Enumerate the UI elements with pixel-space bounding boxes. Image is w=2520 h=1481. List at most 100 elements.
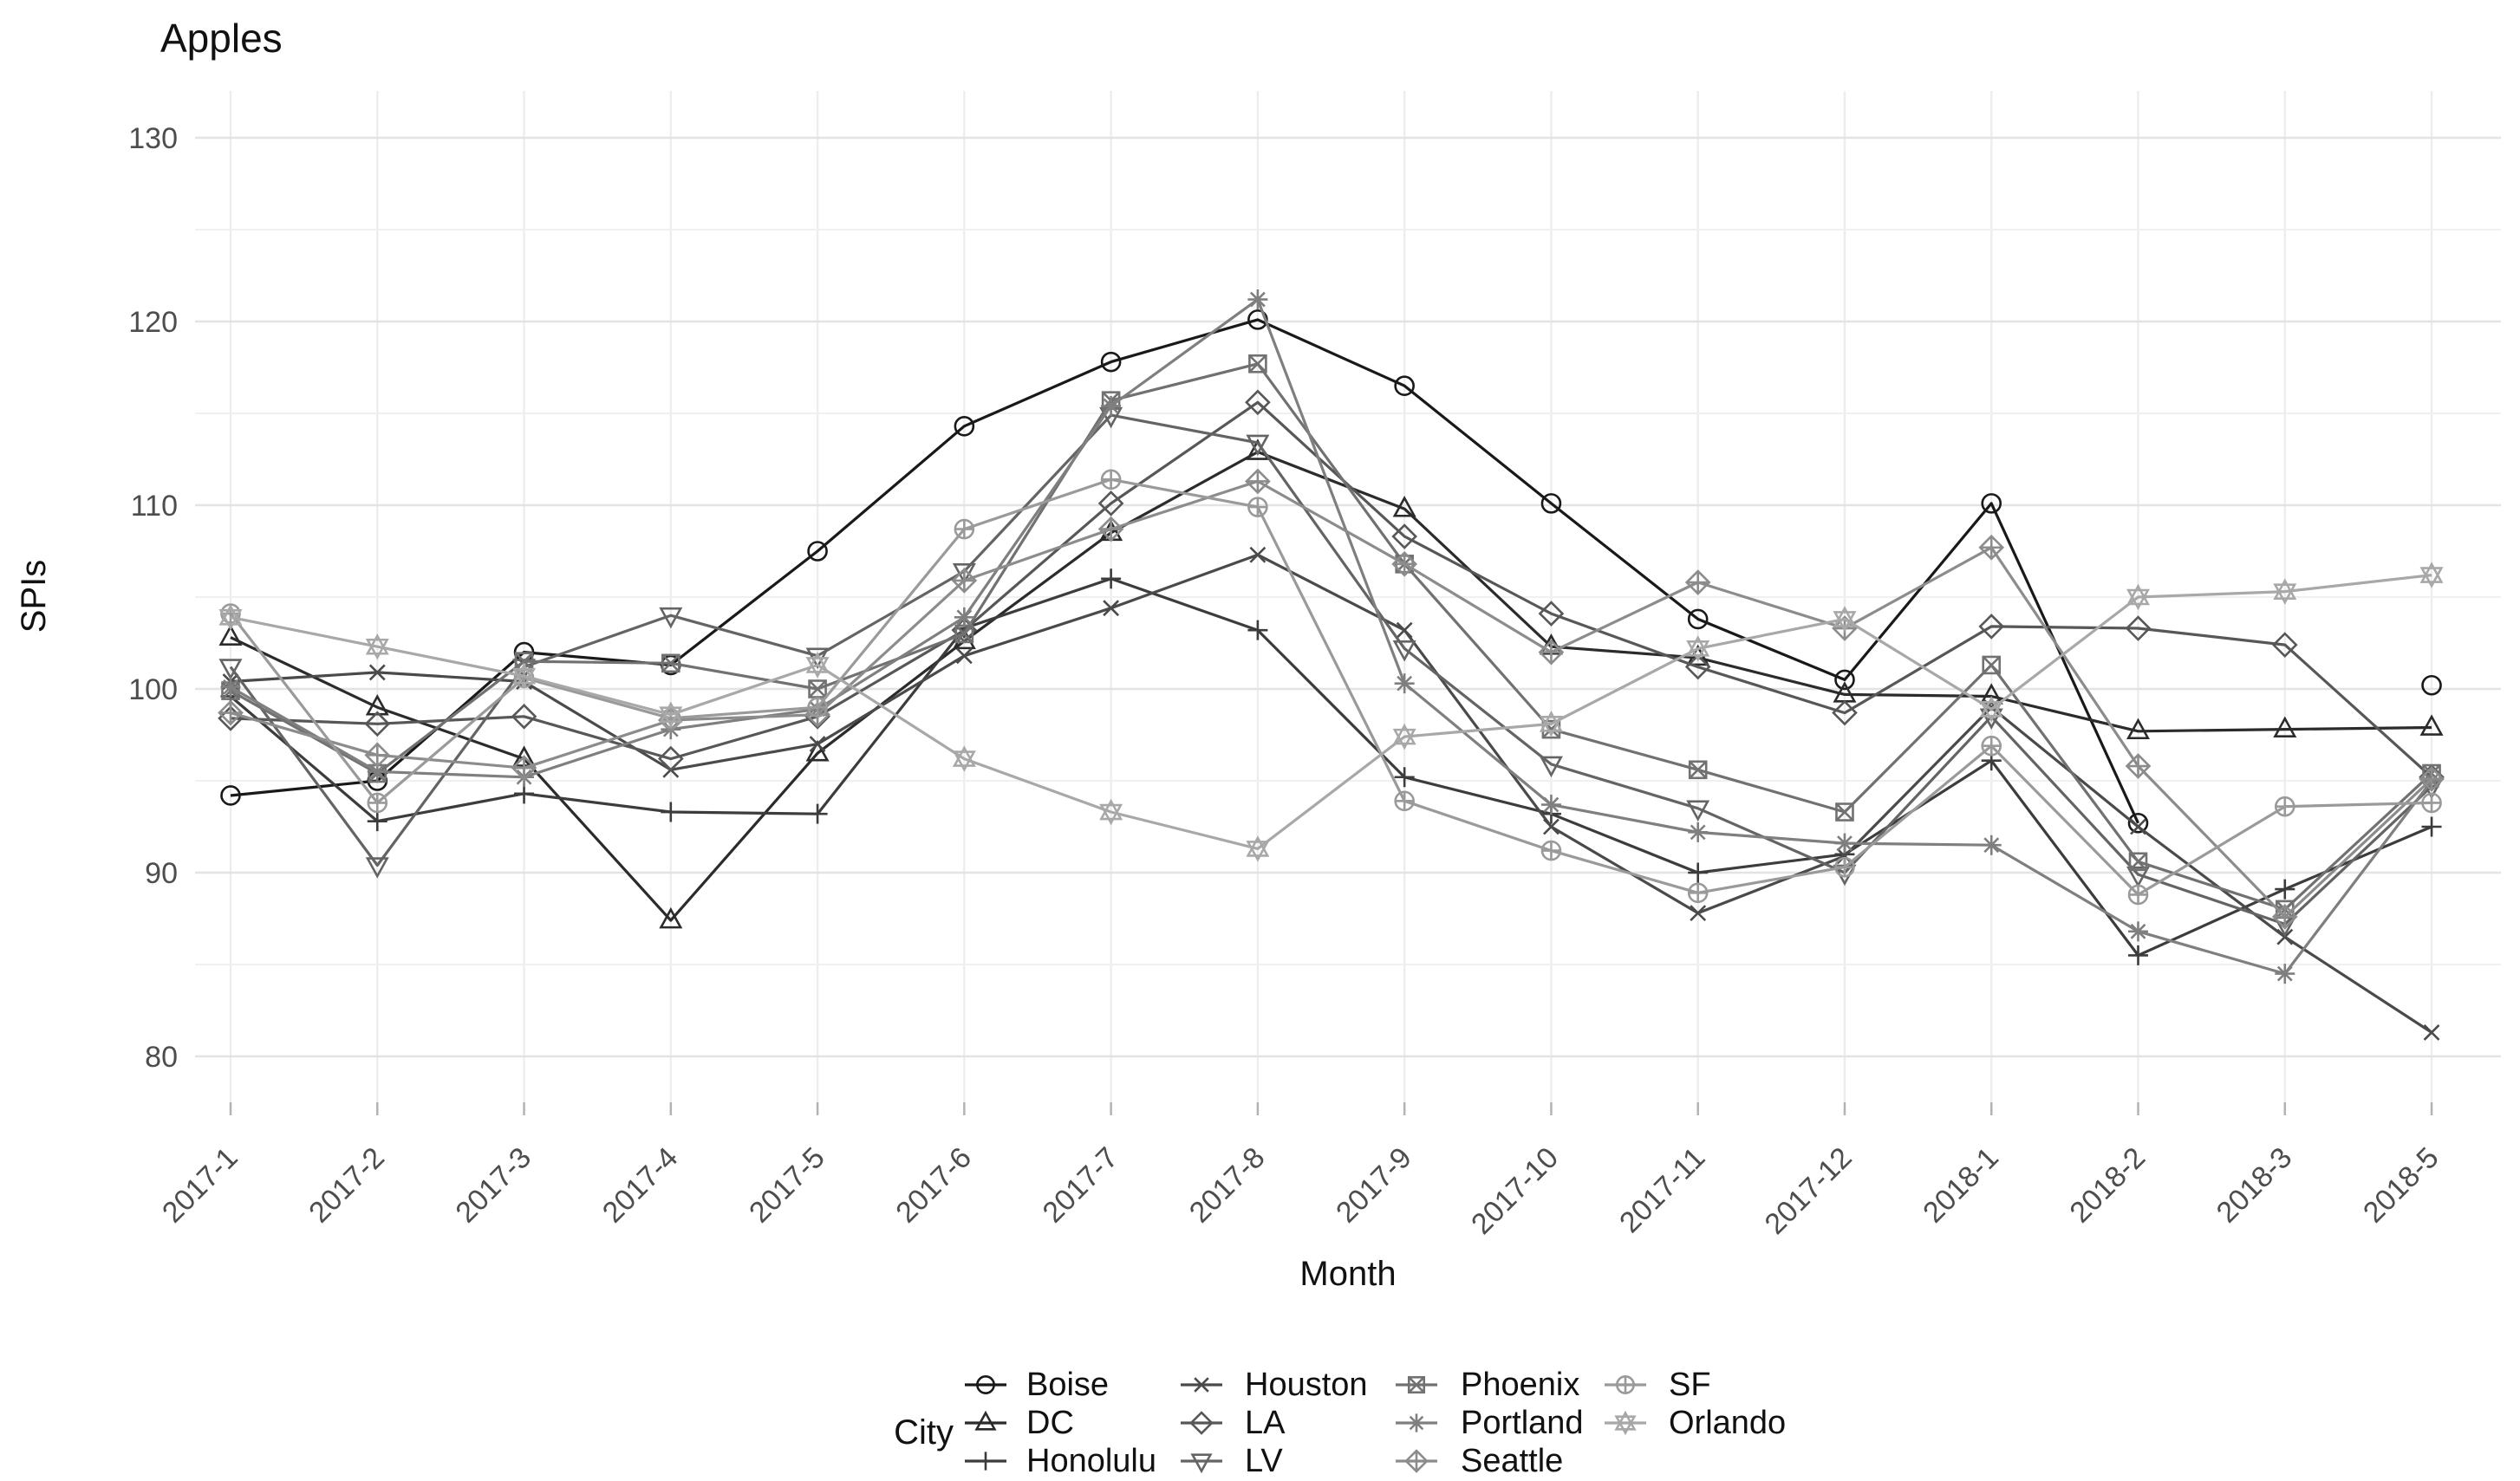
y-tick-label: 90 (145, 857, 178, 890)
data-point-marker (661, 653, 680, 673)
data-point-marker (367, 792, 388, 814)
legend-item-honolulu: Honolulu (965, 1443, 1156, 1479)
data-point-marker (2273, 716, 2297, 737)
x-tick-label: 2017-8 (1183, 1141, 1272, 1230)
data-point-marker (1248, 354, 1267, 373)
legend-label: Boise (1026, 1367, 1109, 1403)
data-point-marker (2126, 866, 2151, 888)
data-point-marker (2275, 879, 2295, 900)
data-point-marker (1245, 389, 1271, 416)
series-line-lv (229, 413, 2433, 926)
data-point-marker (2125, 753, 2152, 779)
data-point-marker (368, 664, 386, 681)
data-point-marker (1690, 905, 1707, 922)
data-point-marker (1392, 496, 1416, 517)
x-tick-label: 2017-11 (1613, 1141, 1711, 1239)
x-tick-label: 2017-2 (303, 1141, 391, 1230)
data-point-marker (2128, 852, 2148, 872)
data-point-marker (220, 785, 241, 806)
y-tick-label: 110 (131, 490, 178, 523)
data-point-marker (1097, 516, 1124, 542)
data-point-marker (1540, 493, 1562, 514)
x-tick-label: 2018-2 (2063, 1141, 2152, 1230)
series-line-phoenix (230, 362, 2433, 911)
data-point-marker (1833, 606, 1857, 633)
data-point-marker (1834, 856, 1855, 878)
data-point-marker (1684, 569, 1711, 595)
series-line-honolulu (229, 577, 2432, 957)
data-point-marker (2126, 583, 2151, 611)
data-point-marker (974, 1410, 997, 1431)
x-tick-label: 2017-10 (1465, 1141, 1565, 1241)
data-point-marker (809, 736, 826, 753)
chart-series (218, 289, 2445, 1041)
legend-label: Portland (1461, 1405, 1584, 1441)
data-point-marker (1836, 848, 1853, 865)
series-sf (220, 469, 2442, 906)
data-point-marker (1394, 673, 1415, 694)
series-boise (220, 309, 2442, 834)
data-point-marker (512, 662, 537, 690)
data-point-marker (2419, 714, 2444, 736)
data-point-marker (1834, 669, 1855, 691)
x-tick-label: 2017-5 (743, 1141, 831, 1230)
series-lv (218, 406, 2444, 938)
data-point-marker (1100, 351, 1122, 373)
y-tick-label: 100 (128, 673, 178, 706)
series-line-boise (231, 320, 2432, 823)
x-tick-label: 2017-3 (449, 1141, 537, 1230)
legend-label: DC (1026, 1405, 1074, 1441)
data-point-marker (367, 761, 387, 782)
x-tick-label: 2017-1 (156, 1141, 244, 1230)
data-point-marker (805, 740, 830, 762)
data-point-marker (976, 1375, 995, 1394)
data-point-marker (952, 745, 976, 772)
data-point-marker (1101, 568, 1122, 589)
data-point-marker (218, 699, 244, 726)
legend-item-houston: Houston (1181, 1367, 1368, 1403)
data-point-marker (365, 694, 389, 716)
data-point-marker (659, 607, 683, 629)
data-point-marker (364, 742, 391, 769)
data-point-marker (1979, 696, 2003, 723)
legend-item-portland: Portland (1396, 1405, 1584, 1441)
data-point-marker (1616, 1375, 1635, 1394)
data-point-marker (1097, 490, 1124, 516)
legend-item-boise: Boise (965, 1367, 1109, 1403)
data-point-marker (1688, 760, 1708, 780)
data-point-marker (2275, 964, 2295, 984)
data-point-marker (1189, 1411, 1214, 1435)
legend-label: LV (1245, 1443, 1283, 1479)
data-point-marker (807, 803, 828, 824)
data-point-marker (1540, 795, 1561, 815)
data-point-marker (2127, 812, 2149, 834)
legend-item-sf: SF (1605, 1367, 1711, 1403)
data-point-marker (1394, 375, 1415, 397)
data-point-marker (2421, 674, 2442, 696)
data-point-marker (1392, 723, 1416, 750)
data-point-marker (2128, 921, 2149, 942)
data-point-marker (1687, 882, 1709, 904)
data-point-marker (218, 604, 243, 631)
data-point-marker (1540, 840, 1562, 861)
data-point-marker (2421, 816, 2442, 837)
data-point-marker (1686, 635, 1710, 662)
data-point-marker (364, 711, 391, 737)
y-axis-title: SPIs (15, 560, 53, 633)
x-tick-label: 2017-12 (1759, 1141, 1859, 1241)
data-point-marker (1404, 1449, 1429, 1473)
axes: 80 90 100 110 120 130 2017-1 2017-2 2017-3 2017-4… (128, 122, 2445, 1241)
x-tick-label: 2018-3 (2211, 1141, 2299, 1230)
data-point-marker (1832, 699, 1858, 726)
x-tick-label: 2017-6 (889, 1141, 978, 1230)
x-tick-label: 2017-4 (596, 1141, 685, 1230)
data-point-marker (2128, 945, 2149, 965)
data-point-marker (1686, 800, 1710, 822)
data-point-marker (2273, 578, 2297, 605)
data-point-marker (1539, 711, 1563, 737)
data-point-marker (1194, 1377, 1209, 1393)
data-point-marker (807, 541, 828, 562)
x-tick-label: 2018-5 (2357, 1141, 2445, 1230)
